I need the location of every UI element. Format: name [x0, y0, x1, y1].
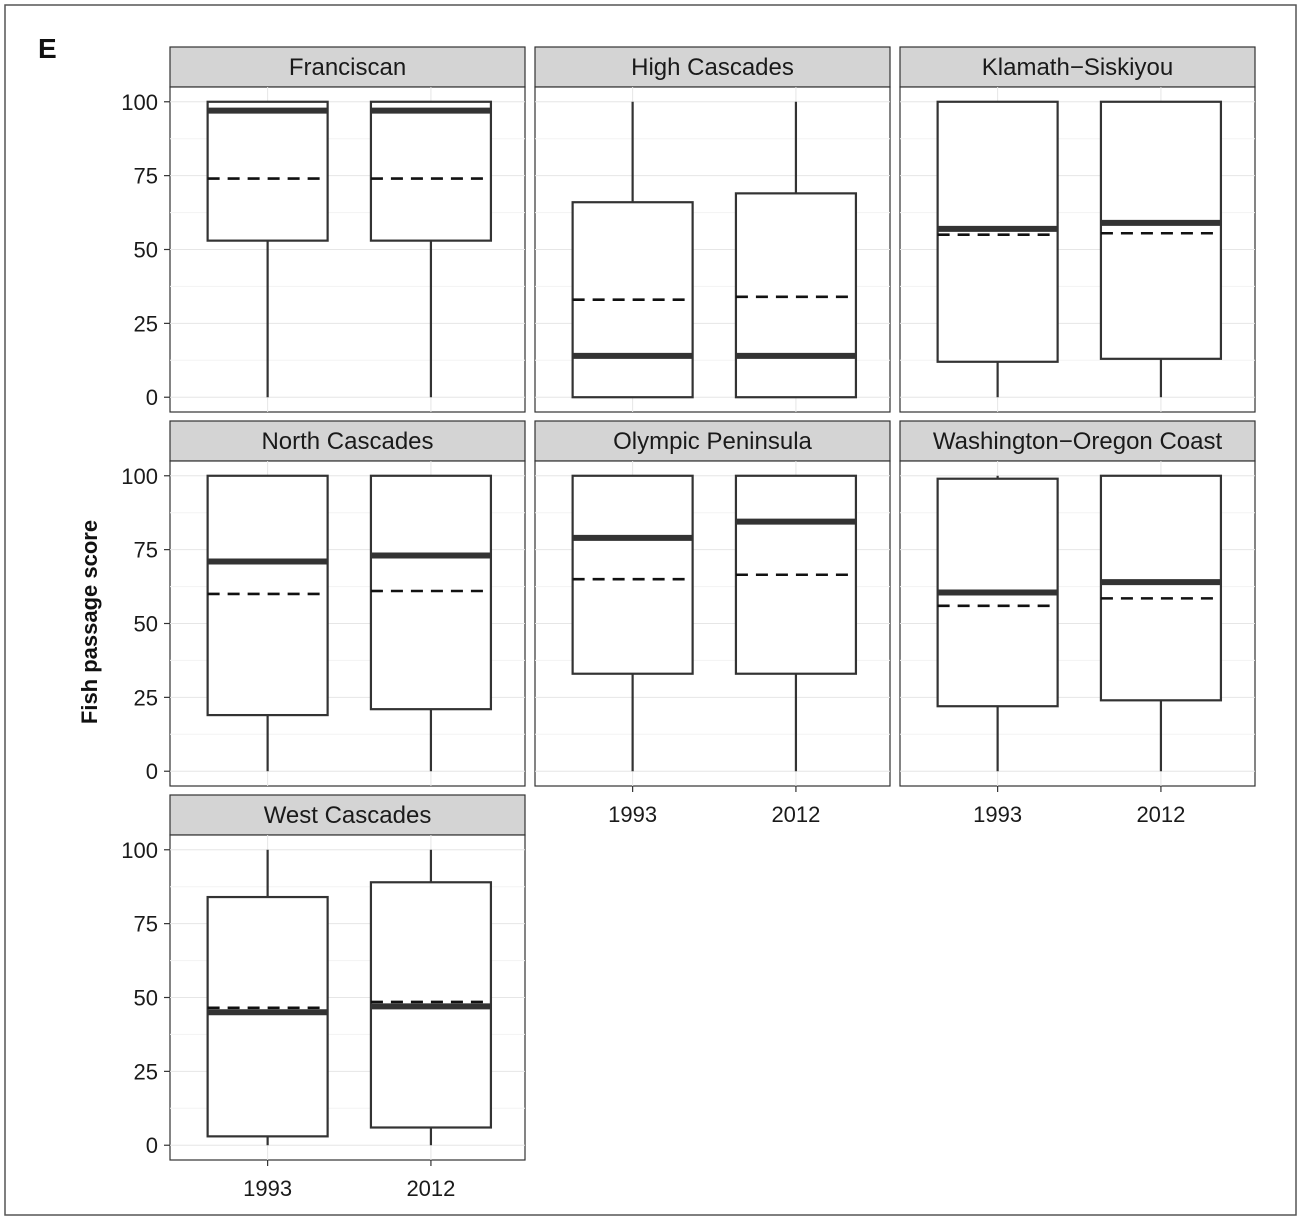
y-tick-label: 100 — [121, 464, 158, 489]
iqr-box — [206, 474, 329, 717]
iqr-box — [206, 100, 329, 242]
y-tick-label: 50 — [134, 612, 158, 637]
y-tick-label: 25 — [134, 685, 158, 710]
iqr-box — [369, 100, 493, 242]
y-tick-label: 0 — [146, 1133, 158, 1158]
box-west-cascades-1993 — [206, 849, 329, 1146]
y-tick-label: 0 — [146, 759, 158, 784]
box-olympic-peninsula-1993 — [571, 474, 694, 772]
y-axis-title: Fish passage score — [77, 520, 102, 724]
x-tick-label: 2012 — [1136, 802, 1185, 827]
box-washington-oregon-coast-2012 — [1099, 474, 1223, 772]
box-franciscan-1993 — [206, 100, 329, 398]
panel-washington-oregon-coast: Washington−Oregon Coast 1993 2012 — [899, 420, 1256, 827]
strip-label-klamath-siskiyou: Klamath−Siskiyou — [982, 54, 1173, 81]
box-klamath-siskiyou-1993 — [936, 100, 1059, 398]
strip-label-high-cascades: High Cascades — [631, 54, 794, 81]
iqr-box — [1099, 100, 1223, 360]
panel-north-cascades: North Cascades 0 25 50 75 100 — [121, 420, 526, 787]
figure-frame — [4, 4, 1297, 1216]
box-west-cascades-2012 — [369, 849, 493, 1146]
y-tick-label: 50 — [134, 986, 158, 1011]
iqr-box — [734, 192, 858, 399]
x-tick-label: 1993 — [243, 1176, 292, 1201]
y-tick-label: 75 — [134, 538, 158, 563]
box-north-cascades-2012 — [369, 474, 493, 772]
strip-label-washington-oregon-coast: Washington−Oregon Coast — [933, 428, 1223, 455]
y-tick-label: 75 — [134, 912, 158, 937]
strip-label-olympic-peninsula: Olympic Peninsula — [613, 428, 812, 455]
box-washington-oregon-coast-1993 — [936, 475, 1059, 772]
box-high-cascades-1993 — [571, 101, 694, 399]
box-olympic-peninsula-2012 — [734, 474, 858, 772]
panel-olympic-peninsula: Olympic Peninsula 1993 2012 — [534, 420, 891, 827]
panel-franciscan: Franciscan 0 25 50 75 100 — [121, 46, 526, 413]
y-tick-label: 25 — [134, 1059, 158, 1084]
strip-north-cascades — [169, 420, 526, 462]
panel-west-cascades: West Cascades 0 25 50 75 100 1993 2012 — [121, 794, 526, 1201]
iqr-box — [206, 895, 329, 1138]
strip-klamath-siskiyou — [899, 46, 1256, 88]
strip-washington-oregon-coast — [899, 420, 1256, 462]
y-tick-label: 50 — [134, 238, 158, 263]
panel-letter-label: E — [38, 33, 57, 64]
box-high-cascades-2012 — [734, 101, 858, 399]
strip-west-cascades — [169, 794, 526, 836]
x-tick-label: 1993 — [608, 802, 657, 827]
strip-label-north-cascades: North Cascades — [261, 428, 433, 455]
x-tick-label: 2012 — [771, 802, 820, 827]
strip-label-west-cascades: West Cascades — [264, 802, 432, 829]
y-tick-label: 75 — [134, 164, 158, 189]
box-klamath-siskiyou-2012 — [1099, 100, 1223, 398]
x-tick-label: 2012 — [406, 1176, 455, 1201]
iqr-box — [571, 474, 694, 675]
y-tick-label: 0 — [146, 385, 158, 410]
x-tick-label: 1993 — [973, 802, 1022, 827]
facet-panels: Franciscan 0 25 50 75 100 High Cascades Klamath… — [121, 46, 1256, 1201]
strip-label-franciscan: Franciscan — [289, 54, 406, 81]
y-tick-label: 100 — [121, 838, 158, 863]
box-franciscan-2012 — [369, 100, 493, 398]
y-tick-label: 25 — [134, 311, 158, 336]
y-tick-label: 100 — [121, 90, 158, 115]
iqr-box — [1099, 474, 1223, 702]
box-north-cascades-1993 — [206, 474, 329, 772]
iqr-box — [369, 474, 493, 711]
panel-high-cascades: High Cascades — [534, 46, 891, 413]
panel-klamath-siskiyou: Klamath−Siskiyou — [899, 46, 1256, 413]
